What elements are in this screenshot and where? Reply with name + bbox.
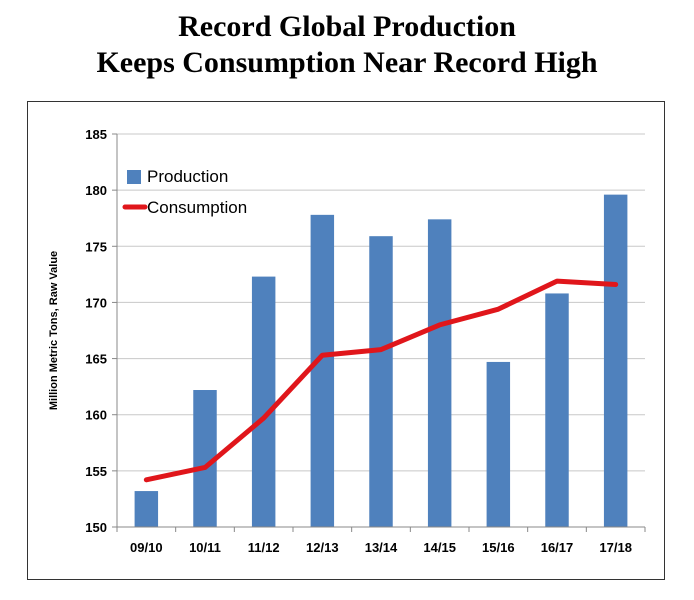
x-tick-label: 11/12 — [248, 540, 280, 555]
production-bar-12/13 — [310, 214, 335, 527]
y-tick-label: 165 — [85, 352, 107, 367]
x-tick-label: 16/17 — [541, 540, 574, 555]
y-tick-label: 155 — [85, 464, 107, 479]
x-tick-label: 12/13 — [306, 540, 339, 555]
consumption-line — [143, 278, 619, 483]
x-tick-label: 13/14 — [365, 540, 398, 555]
y-tick-label: 175 — [85, 239, 107, 254]
x-tick-label: 17/18 — [599, 540, 632, 555]
production-bar-16/17 — [545, 293, 569, 527]
chart-title-line-2: Keeps Consumption Near Record High — [96, 46, 598, 79]
production-bar-17/18 — [603, 194, 628, 527]
legend: Production Consumption — [122, 167, 247, 217]
production-bar-15/16 — [486, 361, 511, 527]
x-tick-label: 14/15 — [423, 540, 456, 555]
x-tick-label: 15/16 — [482, 540, 515, 555]
x-tick-label: 09/10 — [130, 540, 163, 555]
chart-title-line-1: Record Global Production — [178, 10, 516, 43]
y-tick-label: 185 — [85, 127, 107, 142]
production-bar-14/15 — [427, 219, 452, 527]
production-bar-13/14 — [369, 236, 393, 527]
consumption-line-layer — [143, 278, 619, 483]
production-bars — [134, 194, 628, 527]
legend-production-label: Production — [147, 167, 228, 186]
tick-labels: 150 155 160 165 170 175 180 185 09/10 10/11 11/12 1… — [85, 127, 632, 555]
legend-production-swatch — [127, 170, 141, 184]
y-tick-label: 160 — [85, 408, 107, 423]
production-bar-10/11 — [193, 390, 217, 527]
y-axis-label: Million Metric Tons, Raw Value — [48, 251, 60, 410]
production-bar-09/10 — [134, 491, 159, 527]
production-consumption-chart: 150 155 160 165 170 175 180 185 09/10 10/11 11/12 1… — [48, 127, 646, 555]
x-tick-label: 10/11 — [189, 540, 221, 555]
chart-frame — [27, 101, 665, 580]
production-bar-11/12 — [251, 276, 276, 527]
y-tick-label: 170 — [85, 295, 107, 310]
y-tick-label: 180 — [85, 183, 107, 198]
y-tick-label: 150 — [85, 520, 107, 535]
legend-consumption-label: Consumption — [147, 198, 247, 217]
axes — [112, 133, 646, 532]
